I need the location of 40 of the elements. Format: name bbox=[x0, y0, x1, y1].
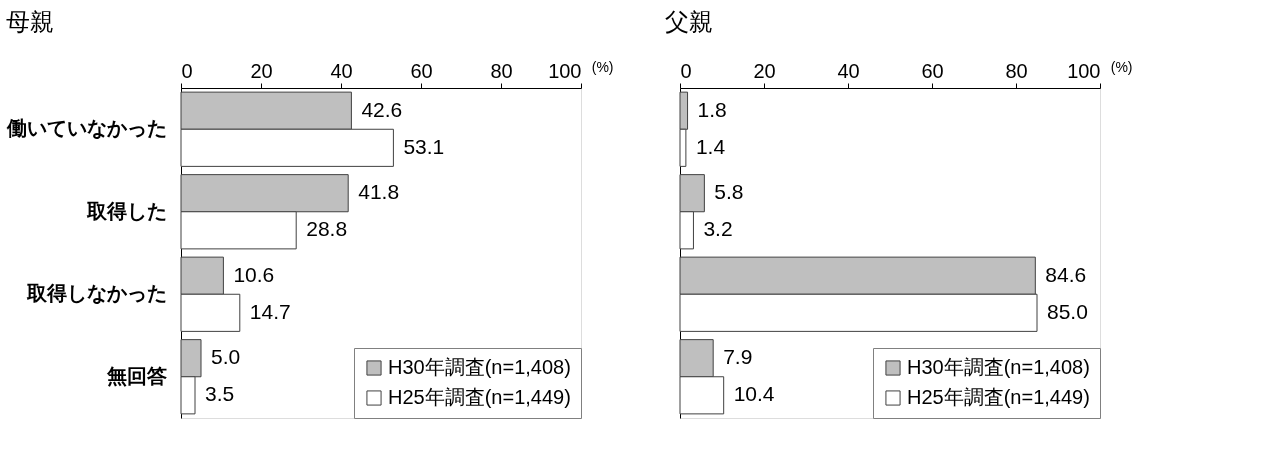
data-label: 5.8 bbox=[714, 180, 744, 204]
x-axis-title: (%) bbox=[1110, 58, 1133, 75]
chart-title: 母親 bbox=[6, 8, 54, 35]
data-label: 10.6 bbox=[233, 262, 275, 286]
x-tick-label: 80 bbox=[490, 59, 513, 82]
data-label: 3.2 bbox=[703, 217, 733, 241]
data-label: 28.8 bbox=[306, 217, 348, 241]
y-tick-label: 無回答 bbox=[105, 364, 167, 387]
x-tick-label: 80 bbox=[1005, 59, 1028, 82]
data-label: 10.4 bbox=[733, 382, 775, 406]
x-tick-label: 40 bbox=[837, 59, 860, 82]
x-tick-label: 60 bbox=[410, 59, 433, 82]
data-label: 53.1 bbox=[403, 134, 445, 158]
data-label: 84.6 bbox=[1045, 262, 1087, 286]
data-label: 5.0 bbox=[211, 345, 241, 369]
data-label: 42.6 bbox=[361, 97, 403, 121]
x-tick-label: 20 bbox=[250, 59, 273, 82]
x-tick-label: 100 bbox=[1067, 59, 1101, 82]
x-tick-label: 20 bbox=[753, 59, 776, 82]
data-label: 1.8 bbox=[697, 97, 727, 121]
x-tick-label: 0 bbox=[181, 59, 193, 82]
data-label: 7.9 bbox=[723, 345, 753, 369]
legend-label: H30年調査(n=1,408) bbox=[388, 356, 571, 378]
y-tick-label: 取得した bbox=[85, 199, 167, 222]
x-tick-label: 60 bbox=[921, 59, 944, 82]
legend-label: H30年調査(n=1,408) bbox=[907, 356, 1090, 378]
x-tick-label: 40 bbox=[330, 59, 353, 82]
data-label: 1.4 bbox=[695, 134, 726, 158]
legend-label: H25年調査(n=1,449) bbox=[388, 386, 571, 408]
x-tick-label: 0 bbox=[680, 59, 692, 82]
x-tick-label: 100 bbox=[548, 59, 582, 82]
data-label: 14.7 bbox=[249, 299, 291, 323]
data-label: 41.8 bbox=[358, 180, 400, 204]
chart-title: 父親 bbox=[665, 8, 713, 35]
legend-label: H25年調査(n=1,449) bbox=[907, 386, 1090, 408]
y-tick-label: 働いていなかった bbox=[5, 117, 167, 140]
data-label: 85.0 bbox=[1047, 299, 1088, 323]
x-axis-title: (%) bbox=[591, 58, 614, 75]
y-tick-label: 取得しなかった bbox=[25, 282, 167, 305]
data-label: 3.5 bbox=[205, 382, 235, 406]
